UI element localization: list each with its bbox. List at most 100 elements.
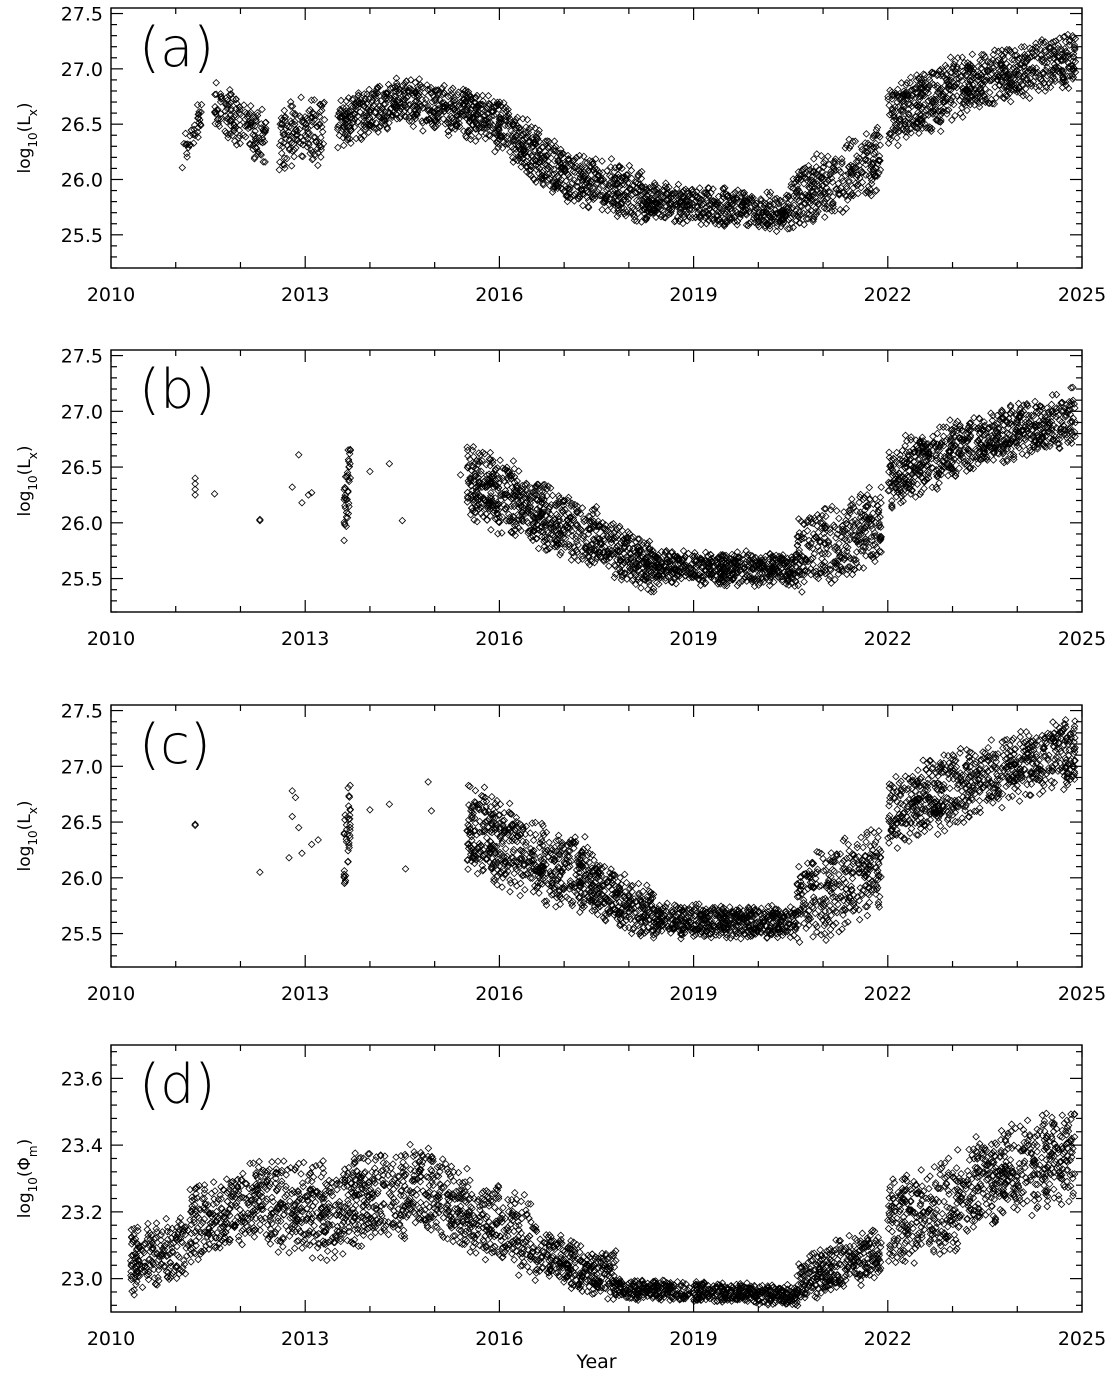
data-point: [343, 118, 352, 126]
data-point: [307, 146, 316, 155]
data-point: [226, 130, 234, 138]
data-point: [226, 90, 235, 98]
data-point: [182, 149, 191, 158]
data-point: [306, 149, 314, 158]
data-point: [372, 90, 380, 99]
data-point: [249, 145, 257, 154]
y-tick-label: 26.5: [61, 114, 103, 136]
data-point: [258, 134, 267, 143]
data-point: [365, 106, 374, 115]
data-point: [702, 208, 711, 217]
data-point: [509, 135, 518, 144]
data-point: [586, 189, 595, 198]
data-point: [760, 205, 768, 213]
data-point: [281, 164, 289, 173]
data-point: [505, 114, 514, 123]
data-point: [251, 127, 259, 135]
data-point: [627, 202, 635, 211]
data-point: [222, 100, 230, 109]
data-point: [615, 193, 624, 202]
data-point: [493, 127, 501, 135]
data-point: [393, 103, 402, 111]
data-point: [946, 416, 954, 424]
data-point: [372, 119, 381, 127]
data-point: [541, 173, 549, 182]
data-point: [661, 213, 670, 222]
data-point: [455, 101, 464, 109]
data-point: [390, 92, 399, 100]
data-point: [257, 120, 266, 128]
data-point: [550, 170, 558, 178]
data-point: [364, 128, 373, 136]
data-point: [627, 209, 635, 217]
data-point: [564, 151, 572, 160]
data-point: [533, 163, 542, 171]
data-point: [439, 90, 447, 99]
data-point: [196, 120, 205, 129]
data-point: [542, 152, 551, 161]
data-point: [404, 101, 413, 109]
data-point: [299, 116, 307, 125]
data-point: [434, 112, 443, 121]
data-point: [539, 179, 547, 188]
data-point: [624, 179, 632, 187]
data-point: [855, 498, 863, 507]
x-tick-label: 2019: [669, 284, 717, 306]
data-point: [319, 99, 328, 108]
data-point: [347, 113, 355, 122]
data-point: [497, 111, 505, 119]
data-point: [586, 180, 595, 188]
data-point: [361, 123, 370, 131]
data-markers: [191, 383, 1080, 596]
data-point: [713, 216, 722, 225]
data-point: [320, 116, 329, 124]
data-point: [381, 100, 390, 108]
data-point: [530, 139, 538, 147]
data-point: [227, 111, 235, 119]
data-point: [509, 129, 518, 138]
data-point: [494, 124, 503, 133]
data-point: [434, 101, 443, 109]
data-point: [352, 105, 360, 114]
data-point: [471, 99, 480, 107]
data-point: [444, 102, 452, 111]
data-point: [375, 123, 384, 132]
data-point: [515, 124, 523, 132]
data-point: [409, 122, 418, 131]
data-point: [526, 162, 535, 170]
data-point: [257, 138, 265, 146]
data-point: [230, 120, 238, 129]
data-point: [405, 113, 413, 122]
data-point: [468, 114, 476, 122]
data-point: [566, 185, 574, 193]
data-point: [468, 446, 477, 455]
data-point: [194, 114, 203, 122]
data-point: [820, 213, 829, 221]
data-point: [920, 484, 928, 493]
data-point: [563, 192, 572, 200]
data-point: [522, 157, 531, 165]
data-point: [467, 95, 476, 104]
data-point: [277, 123, 285, 132]
data-point: [527, 166, 535, 174]
data-point: [545, 175, 554, 183]
data-point: [222, 94, 230, 102]
data-point: [836, 205, 844, 214]
data-point: [571, 164, 579, 172]
data-point: [361, 95, 370, 104]
data-point: [733, 221, 741, 229]
x-tick-label: 2013: [281, 284, 329, 306]
data-point: [211, 108, 219, 116]
data-point: [848, 495, 856, 503]
data-point: [316, 107, 325, 116]
data-point: [902, 133, 910, 141]
data-point: [343, 122, 351, 130]
data-point: [1041, 87, 1050, 95]
data-point: [598, 205, 606, 214]
data-point: [512, 115, 520, 124]
data-point: [319, 139, 328, 148]
data-point: [400, 89, 409, 98]
data-point: [386, 84, 395, 92]
data-markers: [178, 30, 1080, 236]
data-point: [610, 175, 619, 184]
